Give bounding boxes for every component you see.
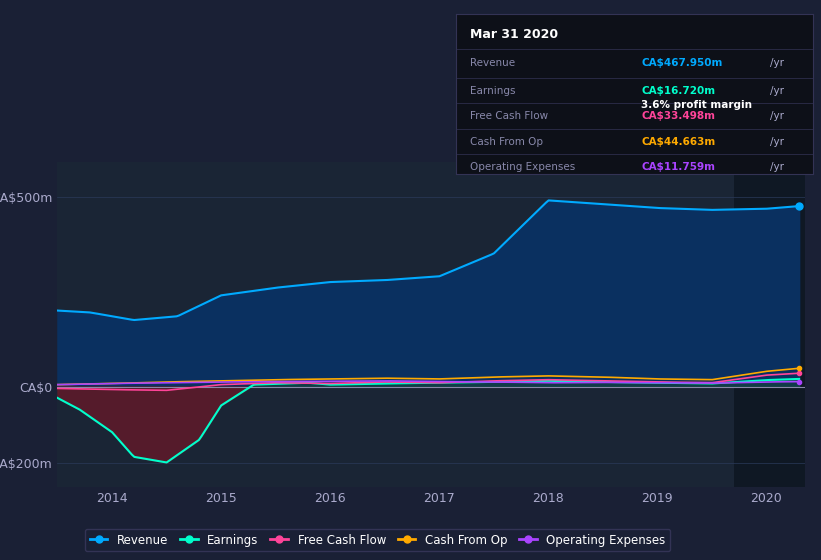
Text: CA$33.498m: CA$33.498m <box>641 111 715 121</box>
Text: /yr: /yr <box>770 58 784 68</box>
Text: CA$467.950m: CA$467.950m <box>641 58 722 68</box>
Bar <box>734 162 805 487</box>
Text: Operating Expenses: Operating Expenses <box>470 162 576 172</box>
Text: CA$44.663m: CA$44.663m <box>641 137 716 147</box>
Text: Mar 31 2020: Mar 31 2020 <box>470 29 558 41</box>
Text: Cash From Op: Cash From Op <box>470 137 543 147</box>
Text: /yr: /yr <box>770 137 784 147</box>
Text: /yr: /yr <box>770 86 784 96</box>
Text: 3.6% profit margin: 3.6% profit margin <box>641 100 752 110</box>
Text: /yr: /yr <box>770 162 784 172</box>
Text: CA$11.759m: CA$11.759m <box>641 162 715 172</box>
Legend: Revenue, Earnings, Free Cash Flow, Cash From Op, Operating Expenses: Revenue, Earnings, Free Cash Flow, Cash … <box>85 529 670 551</box>
Text: Revenue: Revenue <box>470 58 515 68</box>
Text: Free Cash Flow: Free Cash Flow <box>470 111 548 121</box>
Text: /yr: /yr <box>770 111 784 121</box>
Text: Earnings: Earnings <box>470 86 516 96</box>
Text: CA$16.720m: CA$16.720m <box>641 86 715 96</box>
